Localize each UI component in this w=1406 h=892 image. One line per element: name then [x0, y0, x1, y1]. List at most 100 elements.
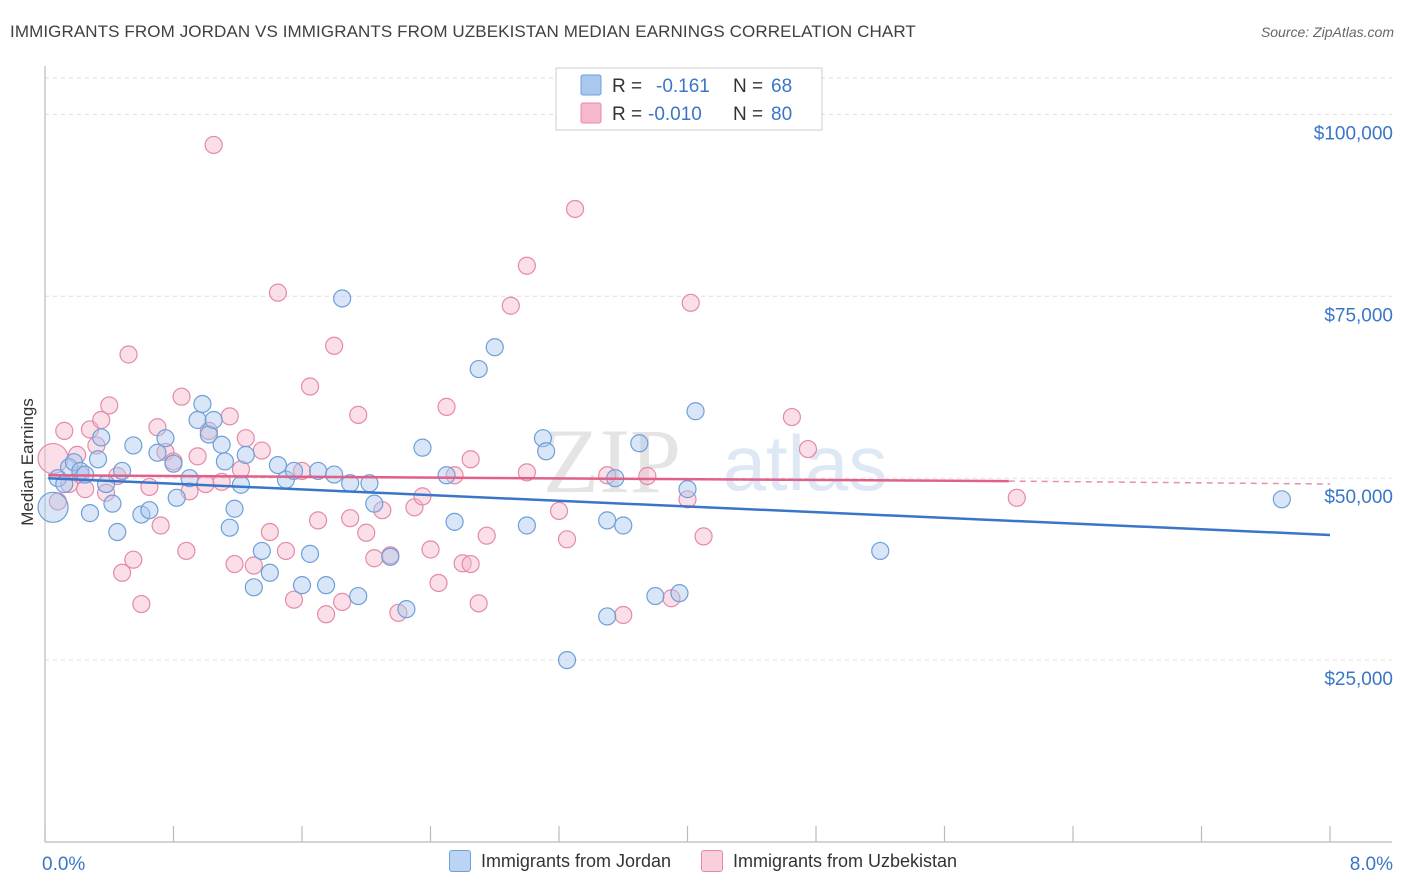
jordan-point: [557, 650, 577, 670]
jordan-point: [871, 541, 890, 561]
jordan-point: [598, 607, 617, 626]
legend-series: Immigrants from Jordan Immigrants from U…: [0, 850, 1406, 872]
uzbekistan-point: [557, 530, 577, 549]
jordan-point: [204, 410, 223, 430]
jordan-point: [630, 434, 649, 453]
uzbekistan-point: [231, 460, 251, 479]
legend-n-value-uzbek: 80: [771, 104, 792, 125]
watermark-zip: ZIP: [543, 410, 681, 512]
uzbekistan-point: [225, 554, 244, 574]
jordan-point: [215, 452, 234, 471]
legend-swatch-jordan: [580, 74, 602, 96]
jordan-point: [268, 455, 288, 475]
uzbekistan-point: [517, 463, 536, 482]
jordan-point: [180, 469, 199, 488]
jordan-point: [148, 443, 167, 462]
uzbekistan-point: [204, 135, 223, 155]
jordan-point: [413, 438, 432, 457]
jordan-point: [646, 586, 665, 606]
uzbekistan-point: [678, 490, 697, 509]
jordan-point: [80, 504, 100, 523]
jordan-point: [292, 576, 312, 595]
uzbekistan-point: [252, 441, 271, 460]
jordan-point: [252, 541, 271, 561]
uzbekistan-point: [782, 407, 802, 427]
uzbekistan-point: [614, 605, 633, 625]
legend-swatch-jordan-bottom: [448, 850, 471, 872]
uzbekistan-point: [429, 573, 448, 593]
legend-correlation: R = -0.161 N = 68 R = -0.010 N = 80: [555, 67, 823, 131]
jordan-point: [537, 442, 556, 461]
jordan-point: [445, 512, 464, 531]
jordan-point: [124, 436, 143, 455]
uzbekistan-point: [112, 563, 132, 582]
uzbekistan-point: [244, 556, 263, 575]
uzbekistan-point: [276, 541, 296, 561]
jordan-point: [614, 516, 633, 535]
jordan-point: [193, 394, 212, 414]
jordan-point: [236, 445, 255, 465]
trend-line-uzbekistan-extension: [1008, 480, 1331, 485]
uzbekistan-point: [798, 439, 818, 459]
x-tick-label-max: 8.0%: [1350, 854, 1393, 875]
axes: [44, 66, 1392, 843]
uzbekistan-point: [1007, 488, 1026, 507]
legend-n-label-jordan: N =: [733, 76, 763, 97]
jordan-point: [598, 511, 617, 530]
y-tick-label: $25,000: [1324, 669, 1393, 690]
jordan-point: [103, 494, 122, 513]
jordan-point: [678, 480, 697, 499]
legend-n-value-jordan: 68: [771, 76, 792, 97]
uzbekistan-point: [124, 550, 143, 569]
jordan-point: [156, 429, 175, 448]
jordan-point: [225, 499, 244, 518]
grid-lines: [45, 77, 1392, 661]
jordan-point: [333, 289, 352, 308]
jordan-point: [300, 544, 320, 563]
uzbekistan-point: [341, 509, 360, 528]
y-tick-label: $50,000: [1324, 487, 1393, 508]
tick-labels: $25,000 $50,000 $75,000 $100,000 0.0% 8.0%: [42, 123, 1393, 875]
uzbekistan-point: [316, 605, 336, 624]
legend-swatch-uzbek: [580, 102, 602, 124]
jordan-point: [96, 474, 116, 494]
jordan-point: [212, 435, 231, 454]
uzbekistan-point: [681, 293, 700, 312]
uzbekistan-point: [177, 541, 196, 561]
uzbekistan-point: [260, 522, 279, 542]
legend-label-uzbekistan: Immigrants from Uzbekistan: [733, 850, 958, 871]
jordan-point: [397, 600, 416, 619]
jordan-point: [188, 410, 207, 430]
uzbekistan-point: [357, 523, 376, 542]
jordan-point: [244, 578, 263, 597]
uzbekistan-point: [469, 594, 488, 613]
chart-source: Source: ZipAtlas.com: [1260, 24, 1394, 40]
trend-lines: [48, 474, 1331, 537]
uzbekistan-point: [638, 466, 657, 486]
y-axis-label: Median Earnings: [18, 398, 37, 526]
uzbekistan-point: [349, 405, 368, 424]
jordan-point: [325, 465, 344, 484]
jordan-point: [108, 522, 127, 542]
jordan-point: [517, 516, 536, 535]
jordan-point: [1272, 490, 1291, 509]
jordan-point: [437, 466, 456, 485]
watermark: ZIP atlas: [543, 410, 887, 512]
jordan-point: [140, 501, 159, 520]
jordan-point: [88, 450, 108, 469]
jordan-point: [199, 425, 218, 444]
jordan-point: [349, 586, 368, 606]
x-tick-label-min: 0.0%: [42, 854, 85, 875]
legend-label-jordan: Immigrants from Jordan: [480, 850, 671, 871]
uzbekistan-point: [308, 511, 328, 530]
jordan-point: [92, 428, 111, 447]
uzbekistan-point: [694, 527, 713, 546]
jordan-point: [485, 338, 504, 357]
legend-r-value-uzbek: -0.010: [648, 104, 702, 125]
uzbekistan-point: [477, 526, 496, 545]
trend-line-jordan: [48, 476, 1331, 537]
trend-line-uzbekistan: [48, 474, 1009, 483]
jordan-point: [365, 494, 384, 513]
jordan-point: [231, 475, 251, 494]
